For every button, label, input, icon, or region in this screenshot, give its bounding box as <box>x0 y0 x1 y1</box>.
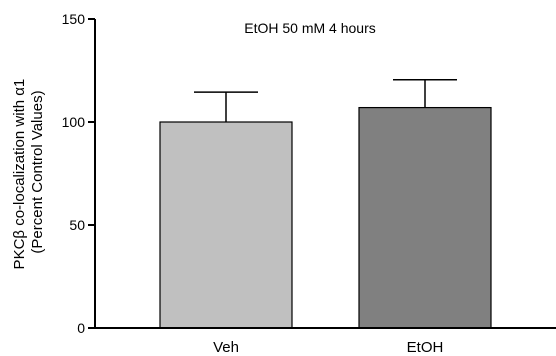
y-axis-label: PKCβ co-localization with α1 (Percent Co… <box>11 75 46 270</box>
y-tick-label: 0 <box>77 320 85 336</box>
x-tick-label-veh: Veh <box>213 339 239 356</box>
y-tick-label: 100 <box>62 114 86 130</box>
y-tick-label: 150 <box>62 11 86 27</box>
x-tick-labels: Veh EtOH <box>213 339 443 356</box>
y-axis-label-line2: (Percent Control Values) <box>29 90 46 253</box>
error-bars <box>194 79 457 122</box>
x-tick-label-etoh: EtOH <box>407 339 444 356</box>
bar-etoh <box>358 106 492 329</box>
y-tick-label: 50 <box>69 217 85 233</box>
bar-veh <box>159 121 293 329</box>
chart-title: EtOH 50 mM 4 hours <box>244 20 376 36</box>
y-axis-label-line1: PKCβ co-localization with α1 <box>11 79 28 270</box>
y-ticks: 0 50 100 150 <box>62 11 95 336</box>
bars <box>159 106 492 329</box>
